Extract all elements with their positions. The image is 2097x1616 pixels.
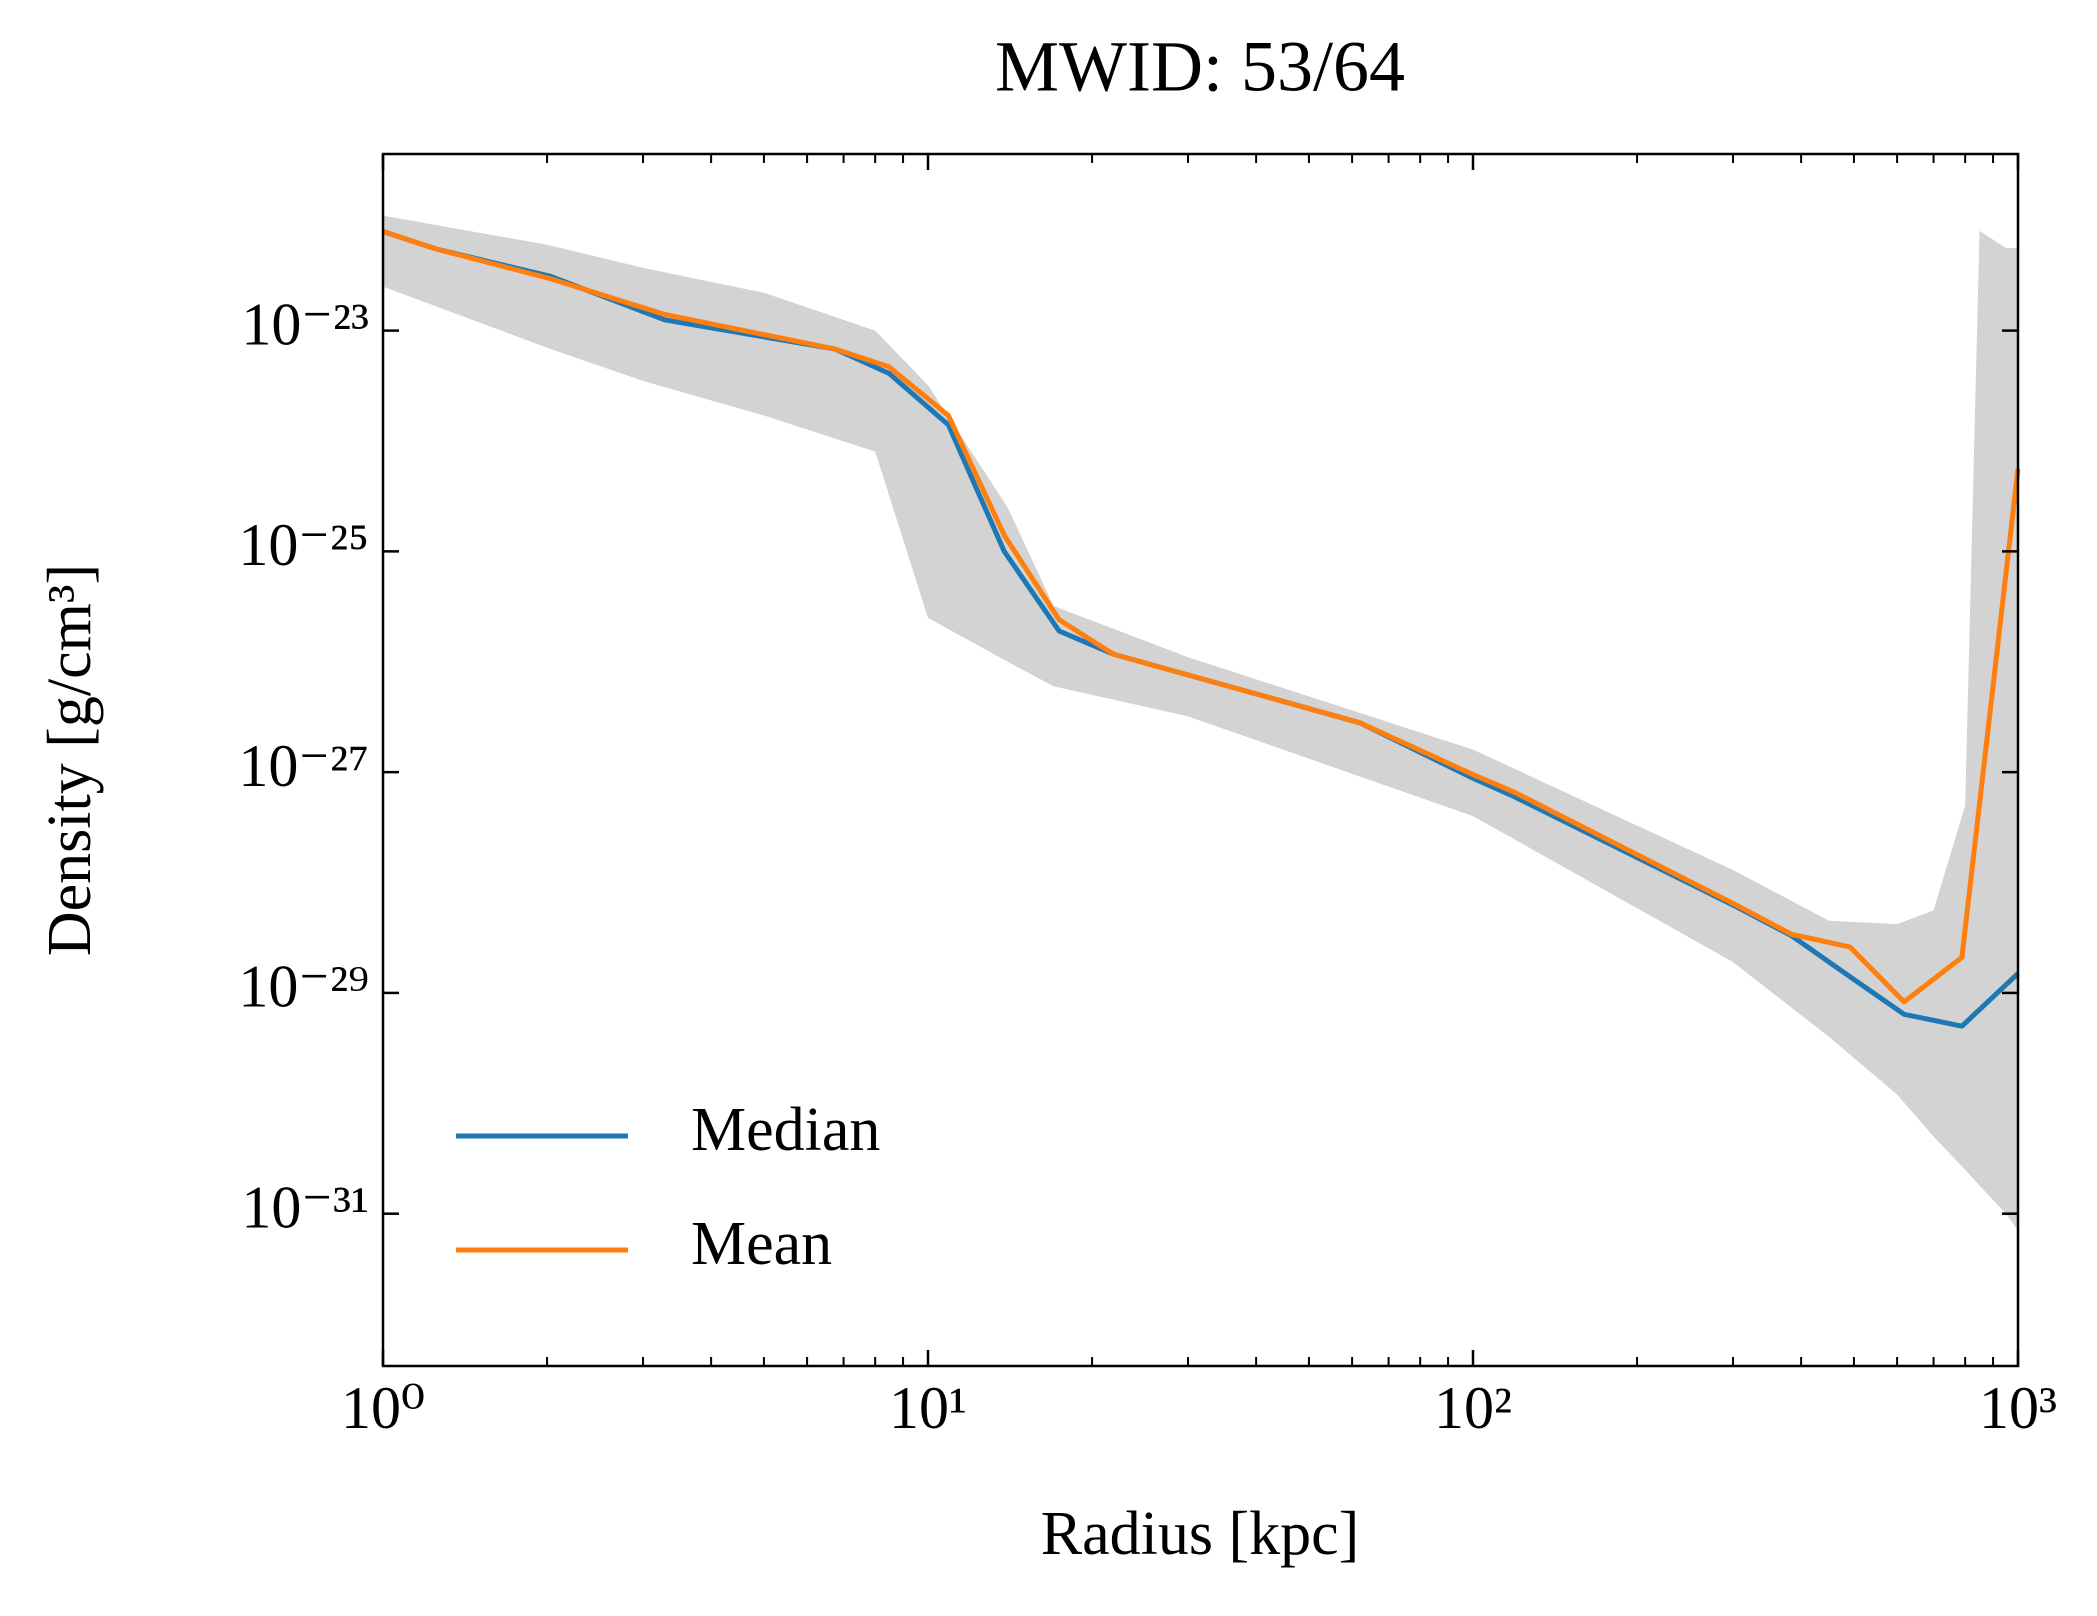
x-axis-label: Radius [kpc] xyxy=(1041,1500,1360,1568)
x-tick-label: 10⁰ xyxy=(341,1375,425,1441)
x-tick-label: 10¹ xyxy=(889,1375,967,1441)
series-line xyxy=(382,229,2021,1005)
plot-frame xyxy=(381,152,2020,1368)
y-axis-label: Density [g/cm³] xyxy=(36,564,104,956)
spread-band xyxy=(383,215,2018,1231)
y-tick-label: 10⁻²³ xyxy=(241,291,369,357)
x-tick-label: 10² xyxy=(1434,1375,1512,1441)
y-tick-label: 10⁻²⁷ xyxy=(238,733,369,799)
y-tick-label: 10⁻³¹ xyxy=(241,1174,369,1240)
chart-title: MWID: 53/64 xyxy=(995,27,1405,107)
y-tick-label: 10⁻²⁹ xyxy=(238,954,369,1020)
legend-label: Mean xyxy=(691,1210,832,1278)
legend-label: Median xyxy=(691,1096,880,1164)
x-tick-label: 10³ xyxy=(1979,1375,2057,1441)
y-tick-label: 10⁻²⁵ xyxy=(238,512,369,578)
